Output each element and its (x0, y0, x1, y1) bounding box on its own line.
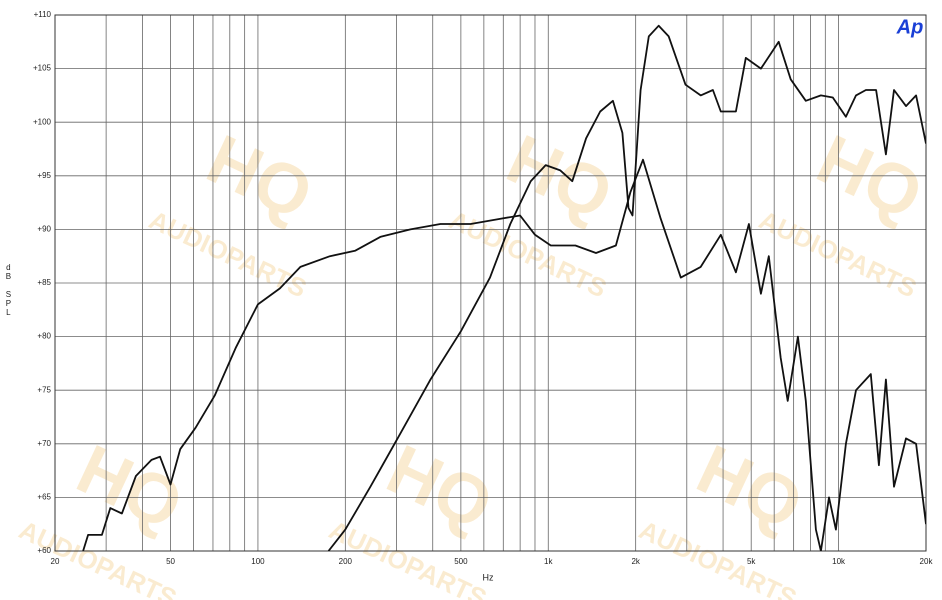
x-tick-label: 50 (166, 557, 175, 566)
x-tick-label: 100 (251, 557, 265, 566)
x-axis-label: Hz (483, 572, 494, 582)
x-tick-label: 20 (51, 557, 60, 566)
logo: Ap (896, 16, 924, 38)
x-tick-label: 500 (454, 557, 468, 566)
y-tick-label: +100 (33, 117, 52, 126)
y-tick-label: +65 (37, 493, 51, 502)
plot-frame (54, 14, 927, 552)
x-tick-label: 1k (544, 557, 553, 566)
y-tick-label: +75 (37, 385, 51, 394)
y-tick-label: +80 (37, 332, 51, 341)
y-tick-label: +95 (37, 171, 51, 180)
response-line (327, 24, 926, 551)
y-tick-label: +60 (37, 546, 51, 555)
y-tick-label: +90 (37, 225, 51, 234)
y-tick-label: +85 (37, 278, 51, 287)
x-tick-label: 5k (747, 557, 756, 566)
y-tick-label: +70 (37, 439, 51, 448)
y-axis-label: dB SPL (4, 263, 13, 317)
response-line (82, 158, 926, 551)
x-tick-label: 2k (631, 557, 640, 566)
x-tick-label: 200 (339, 557, 353, 566)
y-tick-label: +110 (34, 10, 52, 19)
x-tick-label: 20k (920, 557, 934, 566)
x-tick-label: 10k (832, 557, 846, 566)
y-tick-label: +105 (33, 64, 52, 73)
